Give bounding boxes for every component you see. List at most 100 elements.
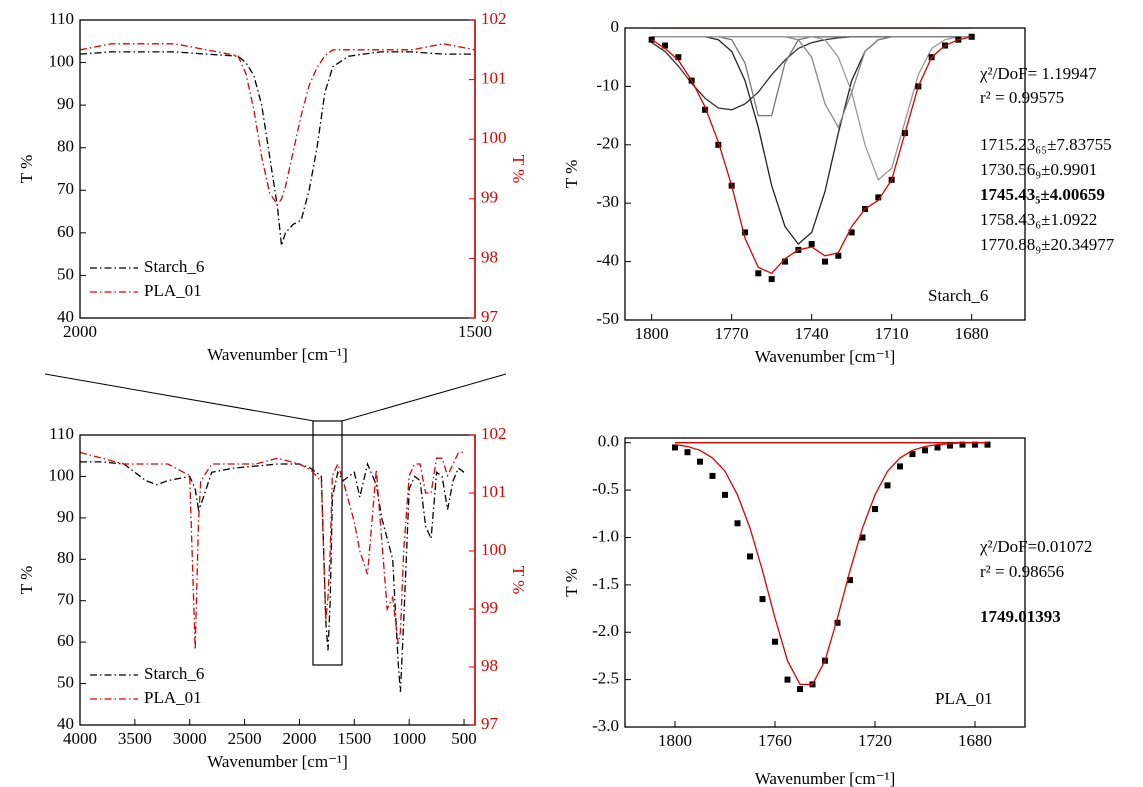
zoom-box	[312, 420, 343, 666]
data-point	[934, 444, 941, 451]
data-point	[747, 553, 753, 560]
data-point	[835, 252, 842, 259]
data-point	[822, 258, 828, 265]
annotation: 1715.23₆₅±7.83755	[980, 135, 1112, 154]
y-tick-label: 0	[611, 17, 620, 36]
annotation: χ²/DoF=0.01072	[979, 537, 1092, 556]
series-line	[80, 51, 475, 246]
annotation: 1730.56₉±0.9901	[980, 160, 1097, 179]
series-line	[651, 36, 972, 117]
y-tick-label: 0.0	[598, 432, 619, 451]
x-tick-label: 1770	[715, 324, 749, 343]
zoom-line	[341, 373, 507, 422]
x-tick-label: 1000	[392, 729, 426, 748]
y-tick-label: 80	[57, 548, 74, 567]
y-tick-label: -2.5	[592, 669, 619, 688]
y-axis-label: T %	[17, 155, 36, 184]
data-point	[768, 276, 775, 283]
annotation: r² = 0.98656	[980, 562, 1064, 581]
data-point	[662, 42, 668, 49]
data-point	[755, 270, 762, 277]
y2-tick-label: 102	[481, 9, 507, 28]
series-line	[80, 461, 465, 692]
series-line	[651, 36, 972, 246]
y2-tick-label: 97	[481, 714, 499, 733]
plot-area	[672, 441, 991, 693]
x-tick-label: 500	[451, 729, 477, 748]
y-tick-label: 100	[49, 51, 75, 70]
data-point	[672, 444, 678, 451]
zoom-line	[44, 373, 315, 422]
y-tick-label: 60	[57, 631, 74, 650]
x-tick-label: 1680	[955, 324, 989, 343]
series-line	[80, 451, 464, 650]
plot-frame	[624, 27, 1026, 321]
legend-label: PLA_01	[144, 688, 202, 707]
data-point	[848, 229, 855, 236]
legend-label: PLA_01	[144, 281, 202, 300]
x-tick-label: 1500	[458, 322, 492, 341]
y-tick-label: 110	[49, 424, 74, 443]
y-tick-label: -1.5	[592, 574, 619, 593]
data-point	[808, 241, 815, 248]
data-point	[734, 520, 741, 527]
data-point	[702, 106, 708, 113]
data-point	[648, 36, 655, 43]
y2-axis-label: T %	[509, 566, 528, 595]
plot-frame	[79, 434, 476, 726]
data-point	[847, 577, 853, 584]
plot-area	[80, 451, 465, 692]
data-point	[715, 141, 722, 148]
series-line	[80, 43, 475, 206]
x-tick-label: 2000	[63, 322, 97, 341]
y-tick-label: -30	[596, 192, 619, 211]
y-tick-label: 50	[57, 264, 74, 283]
data-point	[772, 638, 778, 645]
annotation: 1745.43₅±4.00659	[980, 185, 1105, 204]
x-axis-label: Wavenumber [cm⁻¹]	[755, 347, 896, 366]
legend-label: Starch_6	[144, 257, 204, 276]
y2-tick-label: 100	[481, 540, 507, 559]
data-point	[972, 441, 978, 448]
y2-axis-label: T %	[509, 155, 528, 184]
data-point	[959, 441, 966, 448]
series-line	[651, 36, 972, 129]
data-point	[759, 596, 766, 603]
y-axis-label: T %	[562, 160, 581, 189]
y2-tick-label: 101	[481, 69, 507, 88]
y2-tick-label: 97	[481, 307, 499, 326]
y-tick-label: -20	[596, 134, 619, 153]
x-tick-label: 3500	[118, 729, 152, 748]
annotation: 1749.01393	[980, 607, 1061, 626]
y-tick-label: 40	[57, 714, 74, 733]
data-point	[722, 491, 728, 498]
plot-frame	[624, 437, 1026, 728]
legend-label: Starch_6	[144, 664, 204, 683]
y-tick-label: 100	[49, 465, 75, 484]
y-tick-label: -40	[596, 251, 619, 270]
y-tick-label: -2.0	[592, 621, 619, 640]
data-point	[697, 458, 703, 465]
x-tick-label: 1680	[958, 731, 992, 750]
data-point	[884, 482, 891, 489]
y-tick-label: 110	[49, 9, 74, 28]
plot-frame	[79, 19, 476, 319]
x-tick-label: 1800	[658, 731, 692, 750]
y-tick-label: 90	[57, 94, 74, 113]
y-tick-label: -10	[596, 75, 619, 94]
y-tick-label: 40	[57, 307, 74, 326]
y-tick-label: 60	[57, 222, 74, 241]
data-point	[922, 447, 928, 454]
series-line	[674, 442, 988, 686]
y2-tick-label: 98	[481, 656, 498, 675]
x-tick-label: 4000	[63, 729, 97, 748]
x-tick-label: 1710	[875, 324, 909, 343]
y-tick-label: -0.5	[592, 479, 619, 498]
y-tick-label: -3.0	[592, 716, 619, 735]
annotation: χ²/DoF= 1.19947	[979, 64, 1097, 83]
y2-tick-label: 100	[481, 128, 507, 147]
y2-tick-label: 99	[481, 598, 498, 617]
x-tick-label: 1800	[635, 324, 669, 343]
data-point	[872, 506, 878, 513]
